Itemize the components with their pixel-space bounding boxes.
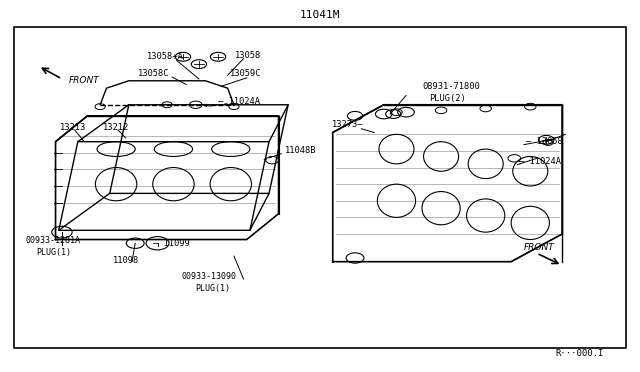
Text: 00933-1281A: 00933-1281A bbox=[26, 236, 81, 245]
Text: 08931-71800: 08931-71800 bbox=[422, 82, 480, 91]
Text: — 11024A: — 11024A bbox=[520, 157, 561, 166]
Text: 13213: 13213 bbox=[60, 122, 86, 132]
Text: R···000.I: R···000.I bbox=[555, 349, 604, 358]
Text: 13212: 13212 bbox=[103, 122, 129, 132]
Text: — 11024A: — 11024A bbox=[218, 97, 260, 106]
Text: PLUG(2): PLUG(2) bbox=[429, 94, 467, 103]
Text: FRONT: FRONT bbox=[524, 243, 555, 251]
Text: — 11099: — 11099 bbox=[153, 239, 190, 248]
Text: 11048B: 11048B bbox=[285, 146, 316, 155]
Text: 13273—: 13273— bbox=[332, 120, 363, 129]
Text: 11098: 11098 bbox=[113, 256, 139, 265]
Text: 13058C: 13058C bbox=[138, 69, 170, 78]
Text: 13059C: 13059C bbox=[230, 69, 261, 78]
Text: 13058+A: 13058+A bbox=[147, 52, 184, 61]
Text: 13058: 13058 bbox=[236, 51, 262, 60]
Text: PLUG(1): PLUG(1) bbox=[36, 248, 72, 257]
Text: 11041M: 11041M bbox=[300, 10, 340, 20]
Text: — 13058: — 13058 bbox=[526, 137, 563, 146]
Text: 00933-13090: 00933-13090 bbox=[182, 272, 237, 281]
Text: FRONT: FRONT bbox=[68, 76, 99, 84]
Text: PLUG(1): PLUG(1) bbox=[196, 284, 231, 293]
